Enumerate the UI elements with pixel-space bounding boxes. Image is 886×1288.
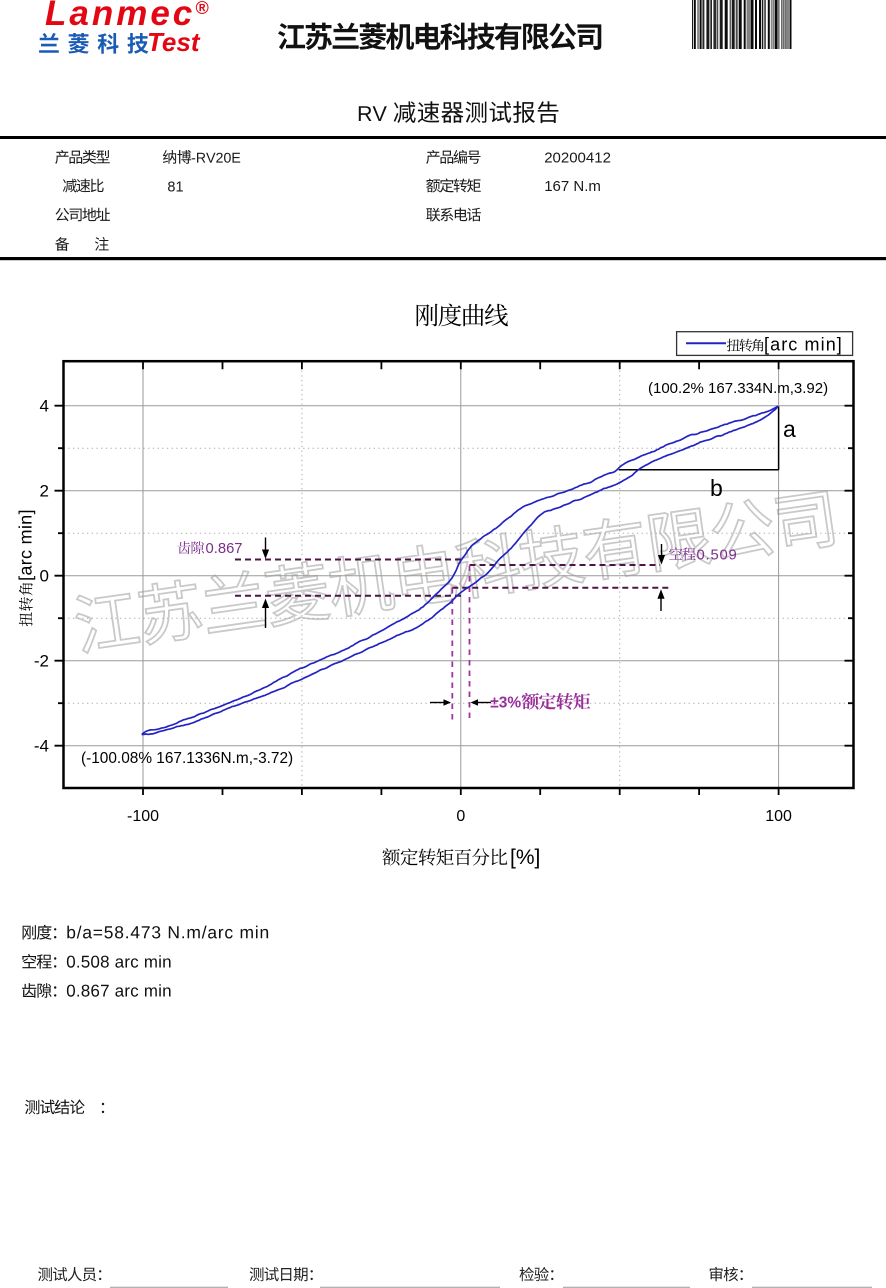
svg-text:(-100.08% 167.1336N.m,-3.72): (-100.08% 167.1336N.m,-3.72)	[81, 750, 293, 767]
svg-text:-4: -4	[34, 737, 49, 756]
svg-text:±3%: ±3%	[490, 695, 521, 712]
svg-text:b: b	[710, 475, 723, 501]
svg-text:0.509: 0.509	[697, 547, 738, 563]
svg-text:-100: -100	[127, 808, 159, 825]
svg-text:[arc min]: [arc min]	[764, 334, 843, 354]
svg-text:(100.2% 167.334N.m,3.92): (100.2% 167.334N.m,3.92)	[648, 380, 828, 397]
svg-text:4: 4	[40, 397, 49, 416]
svg-text:[%]: [%]	[510, 846, 540, 869]
svg-text:a: a	[783, 416, 796, 442]
svg-text:0: 0	[40, 567, 49, 586]
svg-text:-2: -2	[34, 652, 49, 671]
svg-text:100: 100	[765, 808, 792, 825]
svg-text:0.867: 0.867	[206, 541, 243, 557]
svg-text:81: 81	[167, 179, 183, 195]
svg-text:0: 0	[456, 808, 465, 825]
svg-text:20200412: 20200412	[544, 150, 611, 167]
svg-text:167 N.m: 167 N.m	[544, 178, 601, 195]
svg-text:2: 2	[40, 482, 49, 501]
